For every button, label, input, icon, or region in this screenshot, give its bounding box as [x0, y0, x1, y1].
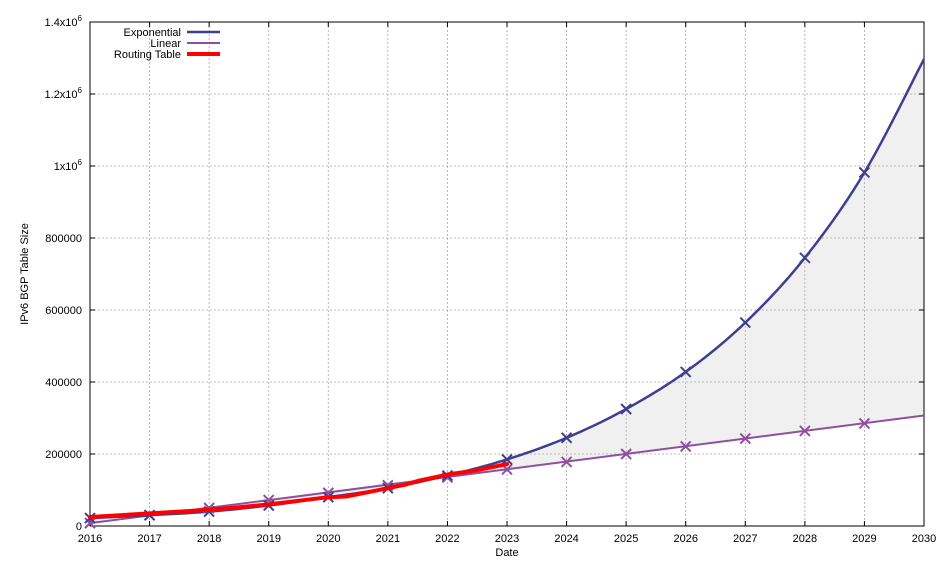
- y-tick-label: 600000: [45, 305, 82, 317]
- x-tick-label: 2021: [376, 533, 400, 545]
- data-point-exponential: [799, 252, 811, 264]
- data-point-linear: [799, 425, 811, 437]
- y-tick-label: 1x106: [54, 158, 83, 173]
- data-point-exponential: [739, 316, 751, 329]
- y-axis-label: IPv6 BGP Table Size: [19, 223, 31, 325]
- data-point-linear: [560, 456, 573, 468]
- data-point-linear: [739, 432, 751, 445]
- y-tick-label: 1.2x106: [45, 86, 83, 101]
- y-tick-label: 800000: [45, 233, 82, 245]
- data-point-linear: [858, 417, 871, 430]
- x-tick-label: 2026: [673, 533, 697, 545]
- x-tick-label: 2016: [78, 533, 102, 545]
- x-tick-label: 2030: [912, 533, 936, 545]
- data-point-exponential: [858, 166, 871, 179]
- legend-label: Linear: [150, 38, 181, 50]
- x-tick-label: 2029: [852, 533, 876, 545]
- y-tick-label: 1.4x106: [45, 14, 83, 29]
- y-tick-label: 0: [76, 521, 82, 533]
- series-line-routing-table: [88, 462, 509, 519]
- x-tick-label: 2028: [793, 533, 817, 545]
- shaded-region: [90, 59, 924, 524]
- data-point-linear: [620, 448, 632, 460]
- x-tick-label: 2023: [495, 533, 519, 545]
- x-tick-label: 2024: [554, 533, 578, 545]
- y-axis-ticks: 0 200000 400000 600000 800000 1x106 1.2x106 1.4…: [45, 14, 924, 533]
- x-tick-label: 2018: [197, 533, 221, 545]
- data-point-exponential: [620, 403, 632, 415]
- x-tick-label: 2020: [316, 533, 340, 545]
- x-tick-label: 2022: [435, 533, 459, 545]
- data-point-exponential: [680, 366, 692, 378]
- series: [84, 58, 926, 529]
- data-point-linear: [84, 517, 96, 529]
- grid: [90, 22, 924, 526]
- legend-label: Exponential: [124, 27, 182, 39]
- data-point-linear: [680, 440, 692, 453]
- area-between-curves: [90, 59, 924, 524]
- x-axis-label: Date: [495, 547, 518, 559]
- x-tick-label: 2017: [137, 533, 161, 545]
- x-tick-label: 2027: [733, 533, 757, 545]
- x-tick-label: 2019: [256, 533, 280, 545]
- y-tick-label: 400000: [45, 377, 82, 389]
- legend-label: Routing Table: [114, 49, 181, 61]
- x-axis-ticks: 2016 2017 2018 2019 2020 2021 2022 2023 2024 2025…: [78, 22, 936, 545]
- x-tick-label: 2025: [614, 533, 638, 545]
- data-point-exponential: [560, 432, 573, 444]
- y-tick-label: 200000: [45, 449, 82, 461]
